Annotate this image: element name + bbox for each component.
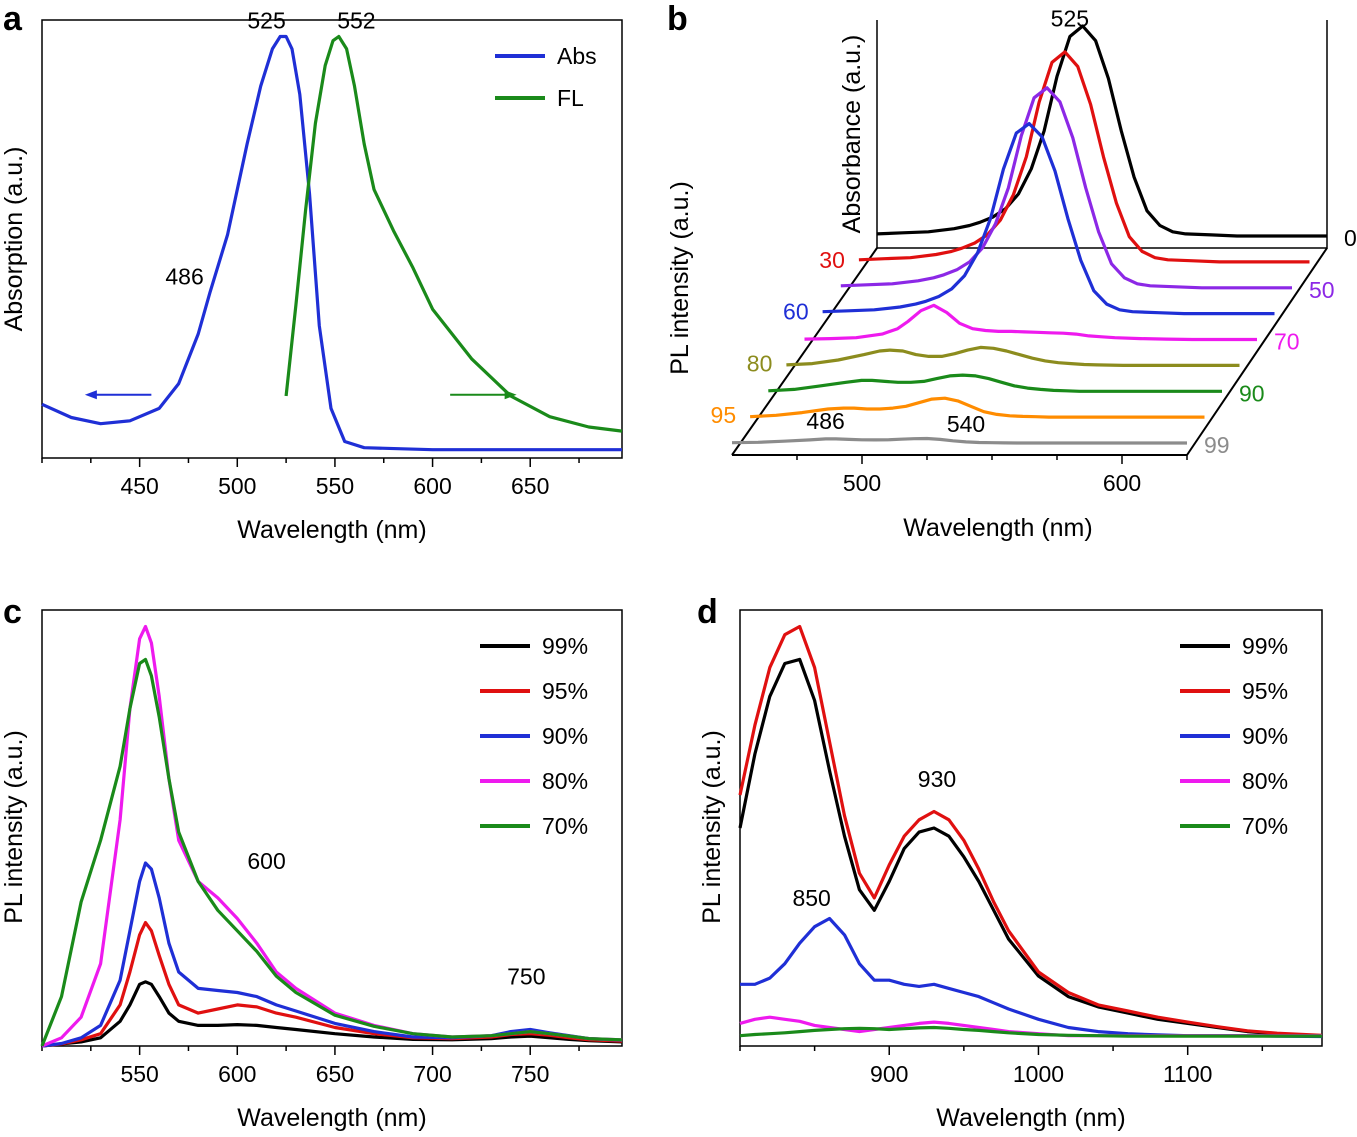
panel-c-tick-label-650: 650 bbox=[316, 1061, 354, 1087]
panel-a-xlabel: Wavelength (nm) bbox=[237, 516, 426, 544]
panel-label-b: b bbox=[667, 0, 688, 38]
panel-a-tick-label-600: 600 bbox=[413, 473, 451, 499]
panel-b-ylabel: PL intensity (a.u.) bbox=[666, 181, 694, 375]
panel-c: Wavelength (nm) PL intensity (a.u.) bbox=[0, 609, 623, 1132]
panel-b-series-label-99: 99 bbox=[1204, 432, 1230, 458]
panel-d: Wavelength (nm) PL intensity (a.u.) bbox=[698, 609, 1323, 1132]
panel-c-tick-label-750: 750 bbox=[511, 1061, 549, 1087]
panel-b-series-label-70: 70 bbox=[1274, 329, 1300, 355]
panel-d-frame bbox=[739, 609, 1323, 1047]
panel-c-ylabel: PL intensity (a.u.) bbox=[0, 730, 28, 924]
panel-c-series-90-line bbox=[41, 861, 623, 1048]
panel-c-xlabel: Wavelength (nm) bbox=[237, 1104, 426, 1132]
panel-c-legend-label-90: 90% bbox=[542, 723, 588, 749]
panel-d-tick-label-1100: 1100 bbox=[1163, 1061, 1212, 1087]
panel-d-ylabel: PL intensity (a.u.) bbox=[698, 730, 726, 924]
panel-label-a: a bbox=[3, 0, 23, 38]
panel-label-c: c bbox=[3, 593, 22, 631]
panel-d-annotation-930: 930 bbox=[918, 766, 956, 792]
panel-a-legend-label-Abs: Abs bbox=[557, 43, 597, 69]
panel-b-series-label-80: 80 bbox=[747, 350, 773, 376]
panel-c-tick-label-600: 600 bbox=[218, 1061, 256, 1087]
panel-d-series-95-line bbox=[738, 624, 1323, 1037]
panel-a-tick-label-650: 650 bbox=[511, 473, 549, 499]
panel-a-series-Abs-line bbox=[41, 34, 622, 452]
panel-d-annotation-850: 850 bbox=[792, 885, 830, 911]
panel-d-xlabel: Wavelength (nm) bbox=[936, 1104, 1125, 1132]
panel-b-series-30-line bbox=[858, 50, 1310, 264]
panel-c-frame bbox=[41, 609, 623, 1047]
panel-label-d: d bbox=[697, 593, 718, 631]
panel-d-legend-label-80: 80% bbox=[1242, 768, 1288, 794]
panel-b-zlabel: Absorbance (a.u.) bbox=[838, 35, 866, 234]
panel-d-tick-label-900: 900 bbox=[870, 1061, 908, 1087]
panel-b-depth-axis-left bbox=[731, 247, 878, 456]
panel-b-series-label-60: 60 bbox=[783, 299, 809, 325]
panel-b-series-0-line bbox=[876, 24, 1327, 238]
panel-a-annotation-552: 552 bbox=[337, 7, 375, 33]
panel-b-series-60-line bbox=[822, 121, 1275, 316]
panel-a-annotation-525: 525 bbox=[247, 7, 285, 33]
panel-c-legend-label-95: 95% bbox=[542, 678, 588, 704]
panel-c-series-99-line bbox=[41, 980, 623, 1048]
panel-b-tick-label-500: 500 bbox=[843, 470, 881, 496]
panel-b-series-label-30: 30 bbox=[819, 247, 845, 273]
panel-c-tick-label-550: 550 bbox=[120, 1061, 158, 1087]
panel-b-annotation-486: 486 bbox=[806, 408, 844, 434]
panel-b-tick-label-600: 600 bbox=[1103, 470, 1141, 496]
panel-d-legend-label-95: 95% bbox=[1242, 678, 1288, 704]
panel-d-legend-label-99: 99% bbox=[1242, 633, 1288, 659]
panel-b-series-90-line bbox=[768, 373, 1222, 393]
panel-d-tick-label-1000: 1000 bbox=[1013, 1061, 1064, 1087]
panel-d-series-70-line bbox=[739, 1025, 1322, 1038]
panel-c-legend-label-70: 70% bbox=[542, 813, 588, 839]
panel-b-annotation-540: 540 bbox=[947, 411, 985, 437]
panel-b-series-label-95: 95 bbox=[711, 402, 737, 428]
panel-b-depth-axis-right bbox=[1186, 247, 1328, 456]
panel-a-frame bbox=[41, 19, 623, 459]
panel-b-series-80-line bbox=[786, 345, 1240, 367]
panel-a-tick-label-500: 500 bbox=[218, 473, 256, 499]
panel-d-series-99-line bbox=[738, 657, 1323, 1038]
panel-b-series-label-90: 90 bbox=[1239, 380, 1265, 406]
panel-b-series-70-line bbox=[804, 303, 1257, 342]
panel-d-series-90-line bbox=[740, 916, 1323, 1039]
panel-a-ylabel: Absorption (a.u.) bbox=[0, 147, 28, 332]
panel-b-series-99-line bbox=[731, 436, 1187, 445]
panel-b: Wavelength (nm) PL intensity (a.u.) Abso… bbox=[666, 20, 1328, 542]
panel-b-series-label-0: 0 bbox=[1344, 225, 1357, 251]
panel-b-series-95-line bbox=[750, 396, 1205, 419]
panel-c-legend-label-80: 80% bbox=[542, 768, 588, 794]
panel-a-legend-label-FL: FL bbox=[557, 85, 584, 111]
panel-a-arrow-0-head bbox=[84, 390, 97, 400]
panel-a: Wavelength (nm) Absorption (a.u.) bbox=[0, 19, 623, 544]
panel-d-legend-label-90: 90% bbox=[1242, 723, 1288, 749]
panel-b-xlabel: Wavelength (nm) bbox=[903, 514, 1092, 542]
panel-a-arrow-1-head bbox=[504, 390, 517, 400]
panel-d-legend-label-70: 70% bbox=[1242, 813, 1288, 839]
panel-a-tick-label-450: 450 bbox=[120, 473, 158, 499]
panel-c-legend-label-99: 99% bbox=[542, 633, 588, 659]
panel-c-tick-label-700: 700 bbox=[413, 1061, 451, 1087]
panel-c-annotation-750: 750 bbox=[507, 963, 545, 989]
panel-b-annotation-525: 525 bbox=[1051, 6, 1089, 32]
panel-b-back-wall bbox=[876, 20, 1328, 249]
panel-b-series-label-50: 50 bbox=[1309, 277, 1335, 303]
panel-a-tick-label-550: 550 bbox=[316, 473, 354, 499]
panel-b-series-50-line bbox=[840, 86, 1292, 290]
panel-a-annotation-486: 486 bbox=[165, 263, 203, 289]
panel-c-series-70-line bbox=[40, 657, 623, 1047]
panel-c-annotation-600: 600 bbox=[247, 848, 285, 874]
